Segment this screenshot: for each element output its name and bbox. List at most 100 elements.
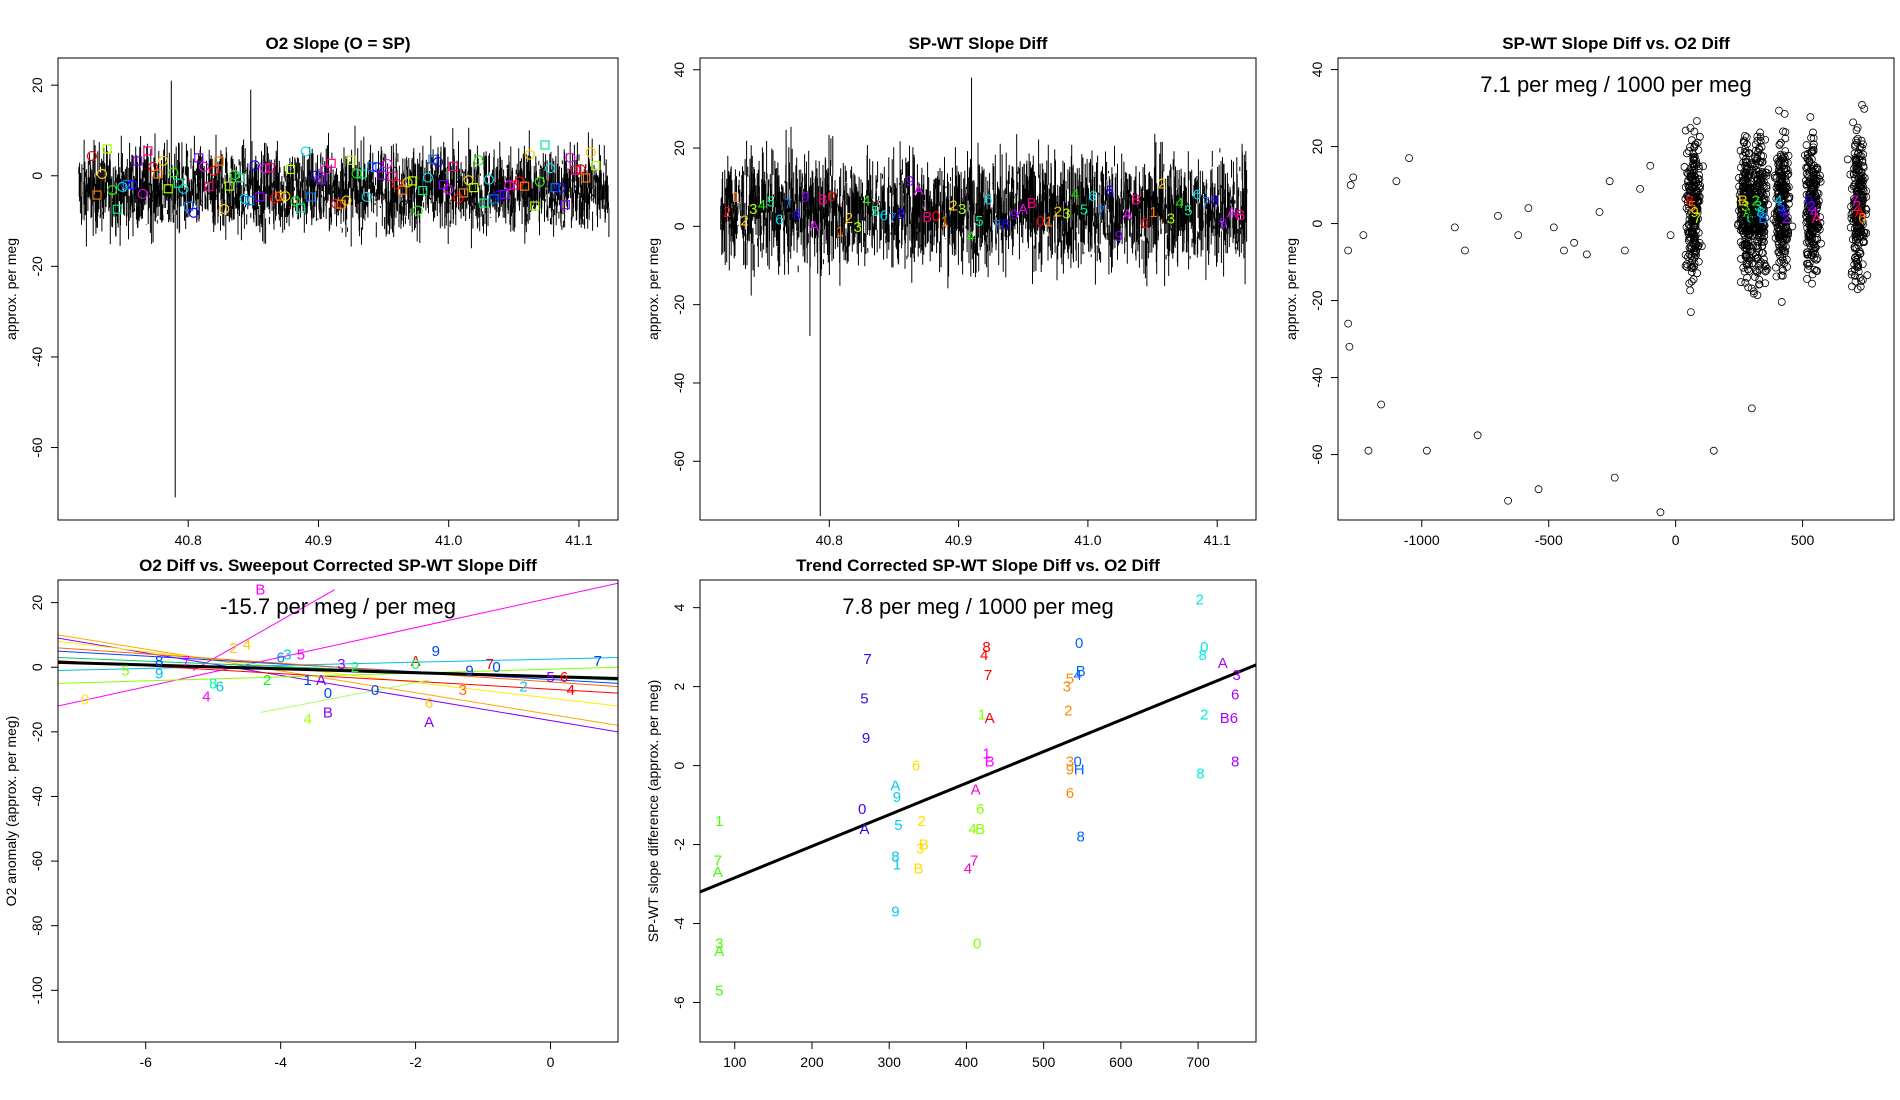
x-tick-label: -1000: [1404, 532, 1440, 548]
scatter-point: [1753, 291, 1762, 300]
data-point-label: 8: [209, 675, 217, 692]
y-tick-label: 20: [1309, 139, 1325, 155]
marker-circle: [158, 155, 169, 166]
cluster-label: B: [1738, 192, 1748, 209]
scatter-point: [1780, 158, 1789, 167]
series-label-marker: 6: [775, 212, 783, 229]
scatter-point: [1688, 256, 1697, 265]
series-label-marker: 1: [732, 189, 740, 206]
scatter-point: [1737, 254, 1745, 263]
scatter-point: [1807, 224, 1816, 233]
marker-square: [214, 156, 224, 166]
scatter-point: [1804, 209, 1812, 218]
scatter-point: [1450, 223, 1459, 232]
scatter-point: [1760, 232, 1769, 241]
data-point-label: 2: [519, 679, 527, 696]
scatter-point: [1686, 308, 1695, 317]
scatter-point: [1750, 289, 1758, 298]
data-point-label: 3: [1063, 679, 1071, 696]
marker-circle: [249, 160, 260, 171]
data-point-label: 9: [1066, 762, 1074, 779]
scatter-point: [1849, 118, 1857, 127]
marker-circle: [382, 158, 393, 170]
marker-square: [173, 178, 184, 188]
scatter-point: [1691, 199, 1700, 208]
marker-square: [204, 181, 214, 192]
series-label-marker: B: [1131, 192, 1141, 209]
y-tick-label: 40: [671, 62, 687, 78]
data-point-label: 2: [917, 813, 925, 830]
scatter-point: [1816, 177, 1825, 186]
scatter-point: [1688, 176, 1697, 185]
marker-square: [326, 158, 336, 168]
marker-circle: [147, 161, 159, 173]
data-point-label: 7: [182, 653, 190, 670]
scatter-point: [1734, 219, 1743, 228]
scatter-point: [1689, 240, 1698, 249]
scatter-point: [1753, 227, 1762, 235]
scatter-point: [1810, 254, 1819, 262]
scatter-point: [1776, 177, 1785, 186]
scatter-point: [1686, 199, 1695, 208]
x-tick-label: -6: [139, 1054, 152, 1070]
data-point-label: 3: [715, 935, 723, 952]
chart-title: SP-WT Slope Diff: [909, 34, 1048, 53]
marker-circle: [544, 163, 556, 174]
marker-circle: [565, 152, 576, 163]
series-label-marker: 4: [1175, 195, 1183, 212]
scatter-point: [1853, 251, 1862, 260]
cluster-label: 5: [1688, 198, 1696, 215]
scatter-point: [1850, 260, 1859, 269]
data-point-label: 7: [486, 656, 494, 673]
data-point-label: 8: [155, 653, 163, 670]
regression-line: [700, 663, 1256, 894]
scatter-point: [1857, 177, 1865, 185]
scatter-point: [1855, 174, 1863, 183]
scatter-point: [1504, 496, 1513, 505]
data-point-label: 0: [1073, 754, 1081, 771]
scatter-point: [1779, 192, 1788, 201]
scatter-point: [1681, 251, 1690, 259]
data-point-label: 3: [1066, 754, 1074, 771]
data-point-label: B: [323, 704, 333, 721]
scatter-point: [1778, 265, 1787, 273]
x-tick-label: 41.1: [1204, 532, 1231, 548]
marker-circle: [239, 193, 250, 204]
scatter-point: [1811, 243, 1820, 252]
plot-frame: [699, 579, 1257, 1043]
series-label-marker: 3: [853, 219, 861, 236]
scatter-point: [1753, 254, 1762, 262]
series-label-marker: 6: [1088, 188, 1096, 205]
y-tick-label: 40: [1309, 62, 1325, 78]
scatter-point: [1781, 147, 1790, 156]
scatter-point: [1803, 207, 1811, 216]
scatter-point: [1848, 282, 1856, 291]
scatter-point: [1808, 228, 1817, 237]
y-axis-label: approx. per meg: [645, 238, 661, 340]
y-tick-label: -60: [29, 437, 45, 457]
marker-square: [397, 185, 408, 195]
data-point-label: 5: [715, 983, 723, 1000]
scatter-point: [1749, 225, 1758, 234]
data-point-label: 5: [894, 817, 902, 834]
series-label-marker: 2: [723, 204, 731, 221]
scatter-point: [1859, 182, 1867, 191]
series-label-marker: B: [1235, 207, 1245, 224]
scatter-point: [1753, 175, 1761, 183]
data-point-label: 0: [858, 801, 866, 818]
scatter-point: [1803, 250, 1812, 259]
scatter-point: [1777, 138, 1785, 147]
marker-circle: [117, 181, 128, 193]
scatter-point: [1813, 254, 1822, 262]
scatter-point: [1816, 171, 1824, 180]
series-label-marker: 1: [836, 224, 844, 241]
scatter-point: [1736, 146, 1745, 155]
scatter-point: [1744, 283, 1753, 292]
data-point-label: 3: [337, 656, 345, 673]
data-point-label: A: [316, 672, 326, 689]
cluster-label: 0: [1805, 192, 1813, 209]
scatter-point: [1739, 138, 1748, 147]
marker-square: [509, 180, 520, 190]
marker-square: [224, 181, 234, 191]
y-tick-label: -4: [671, 917, 687, 930]
